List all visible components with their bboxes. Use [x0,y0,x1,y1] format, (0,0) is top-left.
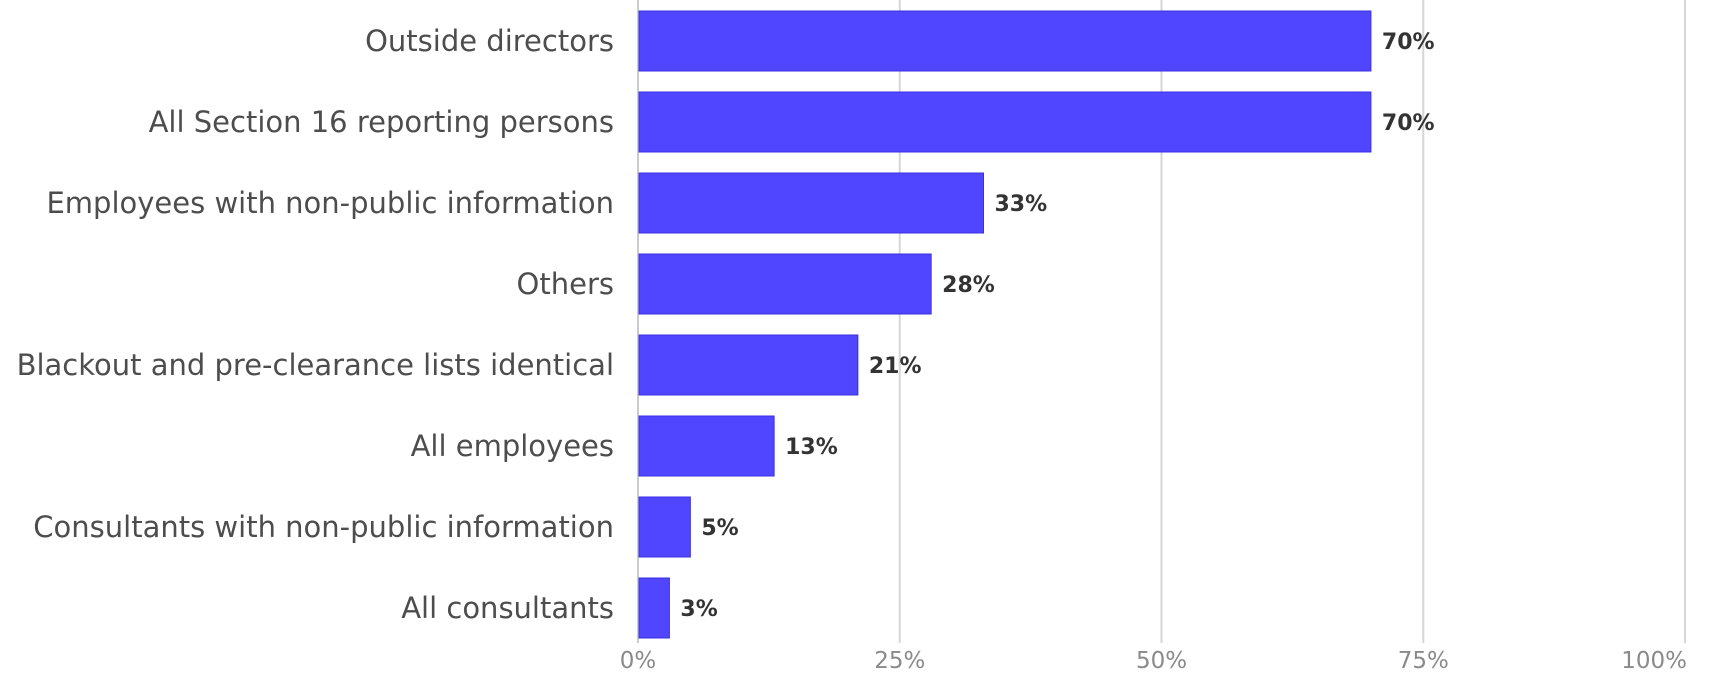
data-label: 5% [701,516,738,541]
category-label: Consultants with non-public information [33,510,614,544]
data-label: 13% [785,435,838,460]
x-tick-label: 50% [1136,648,1187,673]
x-tick-label: 0% [620,648,657,673]
bar [638,91,1372,153]
bar [638,172,985,234]
bar [638,577,670,639]
x-tick-label: 100% [1621,648,1687,673]
bar [638,496,691,558]
x-tick-label: 75% [1398,648,1449,673]
category-label: Blackout and pre-clearance lists identic… [17,348,614,382]
data-label: 33% [995,192,1048,217]
category-label: Outside directors [365,24,614,58]
data-label: 3% [680,597,717,622]
data-label: 70% [1382,30,1435,55]
category-label: Employees with non-public information [46,186,614,220]
value-labels: 70% 70% 33% 28% 21% 13% 5% 3% [680,30,1434,622]
bar [638,10,1372,72]
x-axis-ticks: 0% 25% 50% 75% 100% [620,648,1687,673]
bar [638,334,859,396]
bars-layer [638,10,1372,639]
category-label: Others [517,267,614,301]
category-label: All employees [411,429,614,463]
bar [638,415,775,477]
category-label: All consultants [401,591,614,625]
data-label: 70% [1382,111,1435,136]
data-label: 21% [869,354,922,379]
data-label: 28% [942,273,995,298]
x-tick-label: 25% [874,648,925,673]
category-label: All Section 16 reporting persons [149,105,614,139]
bar [638,253,932,315]
category-labels: Outside directors All Section 16 reportin… [17,24,614,625]
